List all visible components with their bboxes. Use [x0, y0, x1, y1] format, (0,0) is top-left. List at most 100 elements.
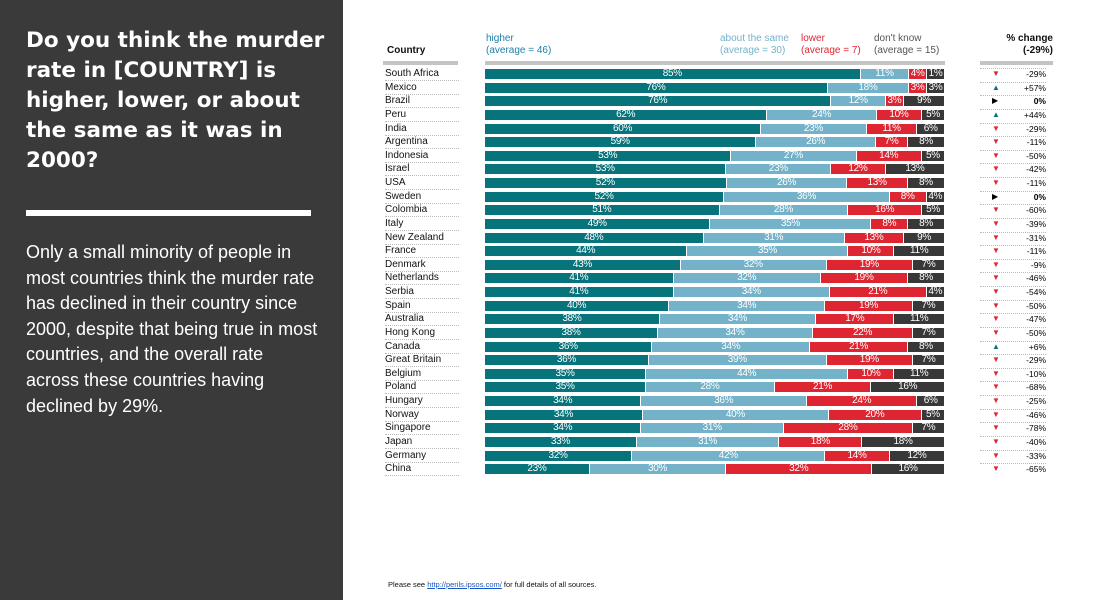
- change-value: -42%: [1026, 164, 1046, 175]
- change-cell: ▼ -11%: [980, 177, 1046, 188]
- country-label: Spain: [385, 300, 459, 313]
- bar-about-the-same: 31%: [703, 232, 845, 243]
- change-value: -50%: [1026, 327, 1046, 338]
- bar-about-the-same: 23%: [761, 123, 867, 134]
- bar-higher: 34%: [485, 423, 642, 434]
- change-cell: ▼ -50%: [980, 299, 1046, 311]
- triangle-down-icon: ▼: [992, 423, 1000, 433]
- legend-sub: (average = 30): [720, 45, 786, 56]
- triangle-down-icon: ▼: [992, 327, 1000, 337]
- country-label: USA: [385, 177, 459, 191]
- triangle-down-icon: ▼: [992, 300, 1000, 310]
- bar-higher: 36%: [485, 355, 649, 366]
- legend-same: about the same (average = 30): [720, 33, 789, 57]
- change-cell: ▼ -78%: [980, 422, 1046, 433]
- bar-don-t-know: 11%: [894, 368, 945, 379]
- bar-don-t-know: 7%: [913, 327, 945, 338]
- country-label: Sweden: [385, 191, 459, 204]
- country-header: Country: [387, 45, 426, 56]
- change-value: -11%: [1026, 137, 1046, 148]
- bar-don-t-know: 11%: [894, 246, 945, 257]
- change-value: -25%: [1026, 396, 1046, 407]
- change-value: 0%: [1033, 96, 1046, 107]
- bar-about-the-same: 36%: [724, 191, 890, 202]
- bar-about-the-same: 40%: [642, 409, 829, 420]
- sources-link[interactable]: http://perils.ipsos.com/: [427, 580, 502, 589]
- bar-about-the-same: 12%: [831, 96, 886, 107]
- change-cell: ▲ +44%: [980, 108, 1046, 120]
- triangle-down-icon: ▼: [992, 382, 1000, 392]
- bar-don-t-know: 6%: [917, 123, 945, 134]
- bar-don-t-know: 7%: [913, 259, 945, 270]
- bar-higher: 76%: [485, 82, 828, 93]
- change-cell: ▼ -10%: [980, 367, 1046, 379]
- change-value: -54%: [1026, 287, 1046, 298]
- bar-don-t-know: 1%: [927, 69, 945, 79]
- country-label: Germany: [385, 450, 459, 463]
- bar-about-the-same: 34%: [669, 300, 826, 311]
- triangle-up-icon: ▲: [992, 341, 1000, 351]
- triangle-down-icon: ▼: [992, 464, 1000, 474]
- bar-about-the-same: 42%: [632, 450, 826, 461]
- bar-higher: 43%: [485, 259, 681, 270]
- bar-lower: 10%: [876, 109, 923, 120]
- bar-higher: 49%: [485, 218, 711, 229]
- summary-text: Only a small minority of people in most …: [26, 242, 318, 416]
- legend-sub: (average = 7): [801, 45, 861, 56]
- bar-don-t-know: 4%: [926, 191, 945, 202]
- change-title: % change: [1006, 33, 1053, 44]
- change-value: +6%: [1028, 341, 1046, 352]
- triangle-down-icon: ▼: [992, 164, 1000, 174]
- bar-don-t-know: 12%: [889, 450, 945, 461]
- triangle-up-icon: ▲: [992, 109, 1000, 119]
- country-label: Argentina: [385, 136, 459, 150]
- change-cell: ▼ -11%: [980, 136, 1046, 147]
- triangle-down-icon: ▼: [992, 314, 1000, 324]
- triangle-down-icon: ▼: [992, 218, 1000, 228]
- country-label: Netherlands: [385, 272, 459, 286]
- country-label: Great Britain: [385, 354, 459, 368]
- change-value: -31%: [1026, 232, 1046, 243]
- country-label: Mexico: [385, 82, 459, 95]
- country-label: Hong Kong: [385, 327, 459, 340]
- bar-lower: 28%: [784, 423, 913, 434]
- bar-about-the-same: 30%: [589, 464, 727, 475]
- change-cell: ▼ -42%: [980, 163, 1046, 174]
- bar-lower: 8%: [889, 191, 927, 202]
- bar-higher: 52%: [485, 178, 727, 189]
- bar-higher: 76%: [485, 96, 832, 107]
- change-value: -11%: [1026, 246, 1046, 257]
- change-cell: ▼ -9%: [980, 258, 1046, 270]
- triangle-down-icon: ▼: [992, 409, 1000, 419]
- bar-don-t-know: 7%: [912, 300, 945, 311]
- country-label: Australia: [385, 313, 459, 327]
- bar-about-the-same: 26%: [756, 137, 876, 148]
- bar-don-t-know: 8%: [908, 137, 945, 148]
- bar-don-t-know: 11%: [894, 314, 945, 325]
- triangle-down-icon: ▼: [992, 123, 1000, 133]
- bar-about-the-same: 34%: [673, 287, 830, 298]
- bar-higher: 34%: [485, 396, 642, 407]
- change-value: -29%: [1026, 123, 1046, 134]
- change-cell: ▶ 0%: [980, 95, 1046, 106]
- change-cell: ▼ -54%: [980, 286, 1046, 297]
- bar-higher: 40%: [485, 300, 669, 311]
- country-label: Japan: [385, 436, 459, 449]
- change-cell: ▼ -25%: [980, 395, 1046, 406]
- bar-higher: 34%: [485, 409, 643, 420]
- bar-lower: 21%: [774, 382, 872, 393]
- bar-don-t-know: 5%: [921, 150, 945, 161]
- bar-lower: 3%: [885, 96, 904, 107]
- bar-lower: 14%: [856, 150, 922, 161]
- change-value: -68%: [1026, 382, 1046, 393]
- country-label: Belgium: [385, 368, 459, 381]
- bar-higher: 59%: [485, 137, 757, 148]
- bar-lower: 32%: [726, 464, 873, 475]
- header-rule: [383, 61, 458, 65]
- triangle-down-icon: ▼: [992, 205, 1000, 215]
- change-value: -9%: [1030, 259, 1046, 270]
- bar-lower: 16%: [848, 205, 922, 216]
- bar-don-t-know: 6%: [917, 396, 945, 407]
- change-value: -46%: [1026, 409, 1046, 420]
- bar-don-t-know: 5%: [922, 109, 945, 120]
